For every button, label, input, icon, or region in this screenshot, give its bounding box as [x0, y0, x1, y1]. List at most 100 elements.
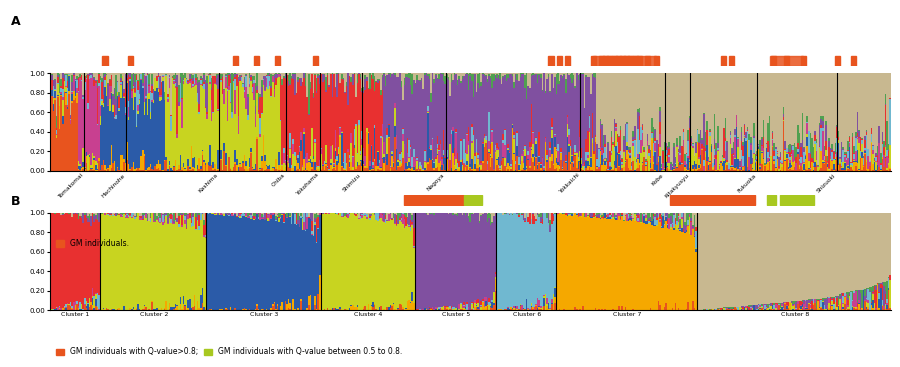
Bar	[128, 117, 130, 120]
Bar	[390, 168, 392, 171]
Bar	[753, 73, 755, 123]
Bar	[239, 163, 240, 164]
Bar	[325, 166, 327, 171]
Bar	[662, 73, 664, 150]
Bar	[627, 154, 629, 168]
Bar	[822, 160, 824, 162]
Bar	[673, 143, 675, 147]
Bar	[407, 153, 409, 162]
Bar	[662, 216, 664, 228]
Bar	[555, 163, 557, 168]
Bar	[385, 160, 386, 161]
Bar	[256, 304, 258, 306]
Bar	[642, 213, 643, 214]
Bar	[170, 116, 172, 131]
Bar	[844, 154, 846, 155]
Bar	[206, 163, 208, 171]
Bar	[706, 73, 707, 121]
Bar	[512, 215, 513, 308]
Bar	[515, 164, 517, 170]
Bar	[274, 303, 275, 310]
Bar	[149, 91, 151, 92]
Bar	[96, 163, 98, 169]
Bar	[468, 127, 470, 141]
Bar	[546, 298, 548, 304]
Bar	[531, 158, 532, 171]
Bar	[338, 73, 339, 147]
Bar	[392, 304, 394, 310]
Bar	[844, 297, 846, 304]
Bar	[482, 142, 483, 143]
Bar	[629, 153, 631, 155]
Bar	[234, 213, 236, 214]
Bar	[598, 73, 599, 148]
Bar	[623, 149, 625, 151]
Bar	[604, 148, 606, 157]
Bar	[589, 73, 590, 77]
Bar	[471, 304, 473, 309]
Bar	[861, 213, 863, 290]
Bar	[460, 213, 462, 303]
Bar	[360, 215, 361, 216]
Bar	[608, 169, 609, 170]
Bar	[380, 136, 382, 138]
Bar	[159, 98, 161, 101]
Bar	[375, 309, 377, 310]
Bar	[610, 137, 612, 151]
Bar	[692, 228, 694, 229]
Bar	[432, 73, 434, 138]
Bar	[430, 160, 432, 171]
Bar	[791, 156, 792, 165]
Bar	[394, 73, 396, 75]
Bar	[717, 73, 718, 126]
Bar	[855, 132, 857, 136]
Bar	[111, 86, 112, 92]
Bar	[159, 101, 161, 164]
Bar	[625, 217, 626, 306]
Bar	[210, 75, 211, 82]
Bar	[783, 117, 785, 120]
Bar	[724, 73, 726, 118]
Bar	[409, 158, 410, 162]
Bar	[166, 160, 167, 171]
Bar	[822, 116, 824, 121]
Bar	[380, 167, 382, 168]
Bar	[122, 155, 123, 171]
Bar	[248, 87, 250, 158]
Bar	[671, 164, 673, 166]
Bar	[772, 133, 773, 139]
Bar	[531, 303, 532, 306]
Bar	[888, 277, 889, 278]
Bar	[764, 213, 766, 304]
Bar	[601, 213, 603, 215]
Bar	[841, 167, 842, 170]
Bar	[168, 161, 170, 165]
Bar	[872, 213, 874, 286]
Bar	[802, 113, 803, 139]
Bar	[794, 73, 796, 143]
Bar	[352, 74, 354, 85]
Bar	[708, 195, 714, 205]
Bar	[578, 80, 580, 157]
Bar	[846, 73, 847, 152]
Bar	[496, 150, 498, 159]
Bar	[766, 73, 767, 143]
Bar	[383, 163, 385, 171]
Bar	[551, 213, 553, 224]
Bar	[769, 158, 770, 159]
Bar	[752, 164, 753, 168]
Bar	[864, 73, 866, 136]
Bar	[512, 73, 513, 74]
Bar	[734, 168, 736, 171]
Bar	[112, 163, 113, 171]
Bar	[234, 115, 236, 150]
Bar	[239, 213, 240, 214]
Bar	[618, 137, 620, 153]
Bar	[187, 73, 189, 80]
Bar	[96, 169, 98, 170]
Bar	[678, 213, 680, 214]
Bar	[730, 166, 731, 167]
Bar	[883, 286, 885, 306]
Bar	[741, 309, 742, 310]
Bar	[464, 167, 466, 171]
